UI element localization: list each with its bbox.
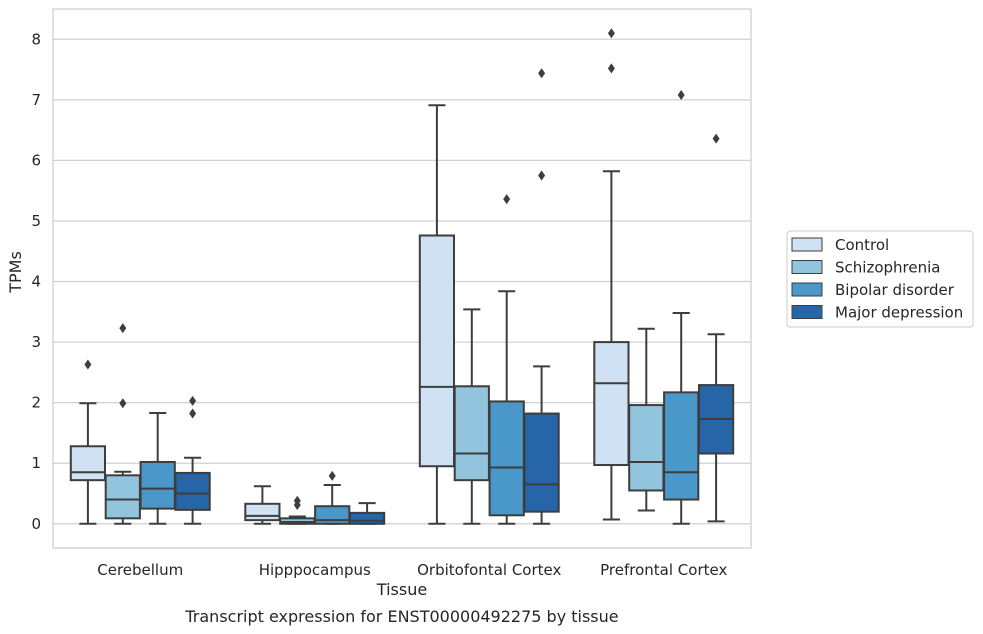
x-axis-title: Tissue [376,580,427,599]
outlier-point [538,68,546,79]
box-body [663,391,700,501]
legend-items: Control Schizophrenia Bipolar disorder Majo… [791,236,963,322]
box-0-3 [593,28,630,521]
y-tick-label: 4 [31,273,41,291]
box-1-2 [453,308,490,525]
outlier-point [189,408,197,419]
x-tick-label: Orbitofontal Cortex [417,561,561,579]
outlier-point [607,63,615,74]
x-tick-label: Cerebellum [97,561,183,579]
legend-label: Major depression [835,304,963,322]
box-0-2 [418,104,456,525]
boxes [69,28,735,525]
outlier-point [538,170,546,181]
box-body [593,341,630,467]
outlier-point [293,495,301,506]
box-0-1 [244,485,281,525]
legend-swatch [791,237,823,252]
y-axis-title: TPMs [6,251,25,294]
outlier-point [119,398,127,409]
legend: Control Schizophrenia Bipolar disorder Majo… [786,230,974,328]
outlier-point [84,359,92,370]
outlier-point [189,395,197,406]
box-body [69,445,107,482]
chart-caption: Transcript expression for ENST0000049227… [184,607,618,626]
box-2-2 [488,194,525,525]
y-tick-label: 0 [31,515,41,533]
outlier-point [119,323,127,334]
legend-label: Schizophrenia [835,259,940,277]
y-tick-label: 8 [31,30,41,48]
y-tick-label: 5 [31,212,41,230]
box-body [244,502,281,522]
outlier-point [503,194,511,205]
box-body [628,404,665,492]
x-tick-labels: Cerebellum Hipppocampus Orbitofontal Corte… [97,561,727,579]
y-tick-labels: 0 1 2 3 4 5 6 7 8 [31,30,41,532]
box-body [139,461,176,510]
box-body [453,385,490,482]
box-3-0 [174,395,211,525]
legend-swatch [791,305,823,319]
legend-label: Control [835,236,889,254]
x-tick-label: Prefrontal Cortex [600,561,727,579]
box-body [488,400,525,517]
outlier-point [328,470,336,481]
y-tick-label: 6 [31,151,41,169]
outlier-point [607,28,615,39]
outlier-point [677,89,685,100]
box-3-1 [348,502,386,525]
plot-frame [52,8,752,549]
legend-frame [786,230,974,328]
box-3-3 [697,133,735,523]
box-2-1 [314,470,351,525]
y-tick-label: 2 [31,394,41,412]
box-body [174,471,211,511]
y-tick-label: 7 [31,91,41,109]
y-tick-label: 1 [31,454,41,472]
box-0-0 [69,359,107,525]
box-1-1 [279,495,316,525]
box-body [418,234,456,468]
box-3-2 [523,68,560,525]
box-body [104,474,141,520]
x-tick-label: Hipppocampus [259,561,371,579]
box-body [348,511,386,525]
box-2-0 [139,411,176,525]
y-tick-label: 3 [31,333,41,351]
outlier-point [712,133,720,144]
legend-swatch [791,260,823,274]
box-body [523,412,560,513]
box-1-3 [628,327,665,512]
box-2-3 [663,89,700,525]
legend-label: Bipolar disorder [835,281,955,299]
legend-swatch [791,282,823,297]
box-1-0 [104,323,141,525]
